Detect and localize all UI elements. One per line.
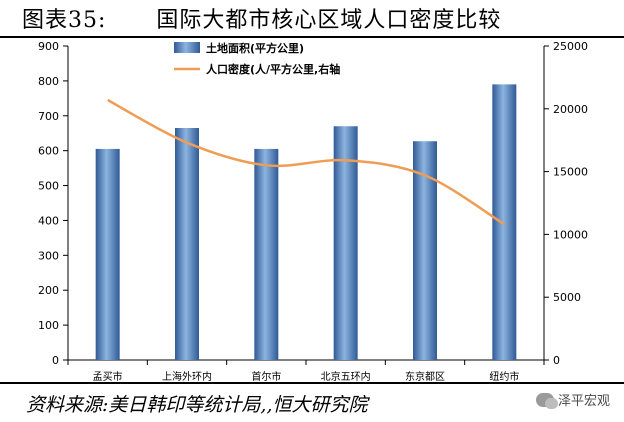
x-tick-label: 东京都区 — [405, 370, 445, 382]
y-left-tick-label: 900 — [38, 40, 59, 53]
y-right-tick-label: 0 — [553, 354, 560, 367]
bar — [175, 127, 199, 360]
legend-label-bar: 土地面积(平方公里) — [206, 41, 304, 55]
y-left-tick-label: 700 — [38, 110, 59, 123]
watermark-text: 泽平宏观 — [557, 394, 610, 409]
y-right-tick-label: 20000 — [553, 103, 588, 116]
figure-header: 图表35: 国际大都市核心区域人口密度比较 — [0, 0, 624, 38]
y-left-tick-label: 800 — [38, 75, 59, 88]
y-left-tick-label: 600 — [38, 145, 59, 158]
y-left-tick-label: 500 — [38, 180, 59, 193]
y-right-tick-label: 25000 — [553, 40, 588, 53]
bar — [492, 84, 517, 360]
chart: 0 100 200 300 400 500 600 700 800 900 0 5000 10000 15… — [38, 40, 588, 382]
x-tick-label: 孟买市 — [93, 370, 123, 382]
bar — [95, 148, 120, 360]
y-right-tick-label: 5000 — [553, 291, 581, 304]
y-left-tick-label: 300 — [38, 249, 59, 262]
source-note: 资料来源:美日韩印等统计局,,恒大研究院 — [26, 394, 368, 416]
legend-label-line: 人口密度(人/平方公里,右轴 — [206, 62, 340, 76]
chart-title: 国际大都市核心区域人口密度比较 — [156, 8, 502, 33]
x-tick-label: 上海外环内 — [162, 370, 212, 382]
x-tick-label: 首尔市 — [251, 370, 281, 382]
y-left-tick-label: 100 — [38, 319, 59, 332]
watermark: 泽平宏观 — [535, 390, 610, 409]
source-footer: 资料来源:美日韩印等统计局,,恒大研究院 泽平宏观 — [0, 382, 624, 422]
y-left-tick-label: 0 — [52, 354, 59, 367]
wechat-icon — [535, 392, 558, 409]
bar — [333, 126, 358, 360]
y-right-tick-label: 15000 — [553, 166, 588, 179]
y-left-tick-label: 200 — [38, 284, 59, 297]
legend-swatch-bar — [174, 42, 200, 53]
figure-label: 图表35: — [22, 8, 107, 33]
x-tick-label: 纽约市 — [489, 370, 519, 382]
density-line — [107, 98, 505, 226]
y-right-tick-label: 10000 — [553, 228, 588, 241]
bar — [254, 148, 279, 360]
y-left-tick-label: 400 — [38, 214, 59, 227]
x-tick-label: 北京五环内 — [321, 370, 371, 382]
